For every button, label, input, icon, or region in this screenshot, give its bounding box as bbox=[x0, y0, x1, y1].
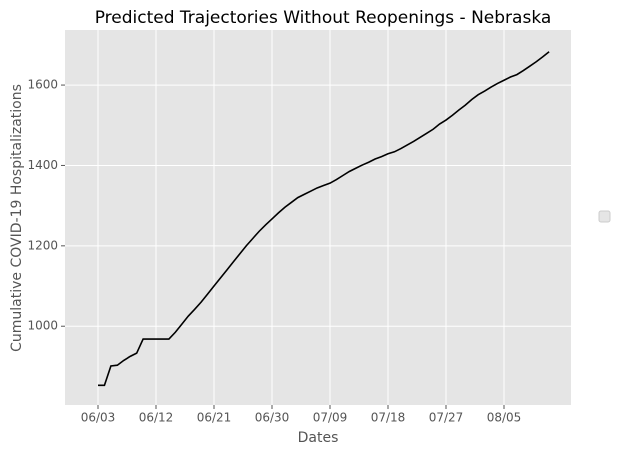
legend bbox=[598, 210, 611, 223]
x-tick-label: 07/18 bbox=[371, 411, 406, 425]
x-tick-label: 06/21 bbox=[197, 411, 232, 425]
x-tick-label: 08/05 bbox=[487, 411, 522, 425]
x-axis-label: Dates bbox=[298, 430, 339, 446]
chart-title: Predicted Trajectories Without Reopening… bbox=[95, 8, 552, 28]
y-tick-label: 1000 bbox=[27, 319, 58, 333]
plot-area bbox=[65, 30, 571, 405]
x-tick-label: 06/12 bbox=[139, 411, 174, 425]
x-tick-label: 07/27 bbox=[429, 411, 464, 425]
grid bbox=[65, 30, 571, 405]
x-tick-label: 06/30 bbox=[255, 411, 290, 425]
x-tick-label: 06/03 bbox=[81, 411, 116, 425]
y-axis-label: Cumulative COVID-19 Hospitalizations bbox=[9, 84, 25, 352]
y-tick-label: 1600 bbox=[27, 78, 58, 92]
y-tick-label: 1400 bbox=[27, 158, 58, 172]
y-tick-label: 1200 bbox=[27, 238, 58, 252]
x-tick-label: 07/09 bbox=[313, 411, 348, 425]
line bbox=[98, 51, 550, 387]
